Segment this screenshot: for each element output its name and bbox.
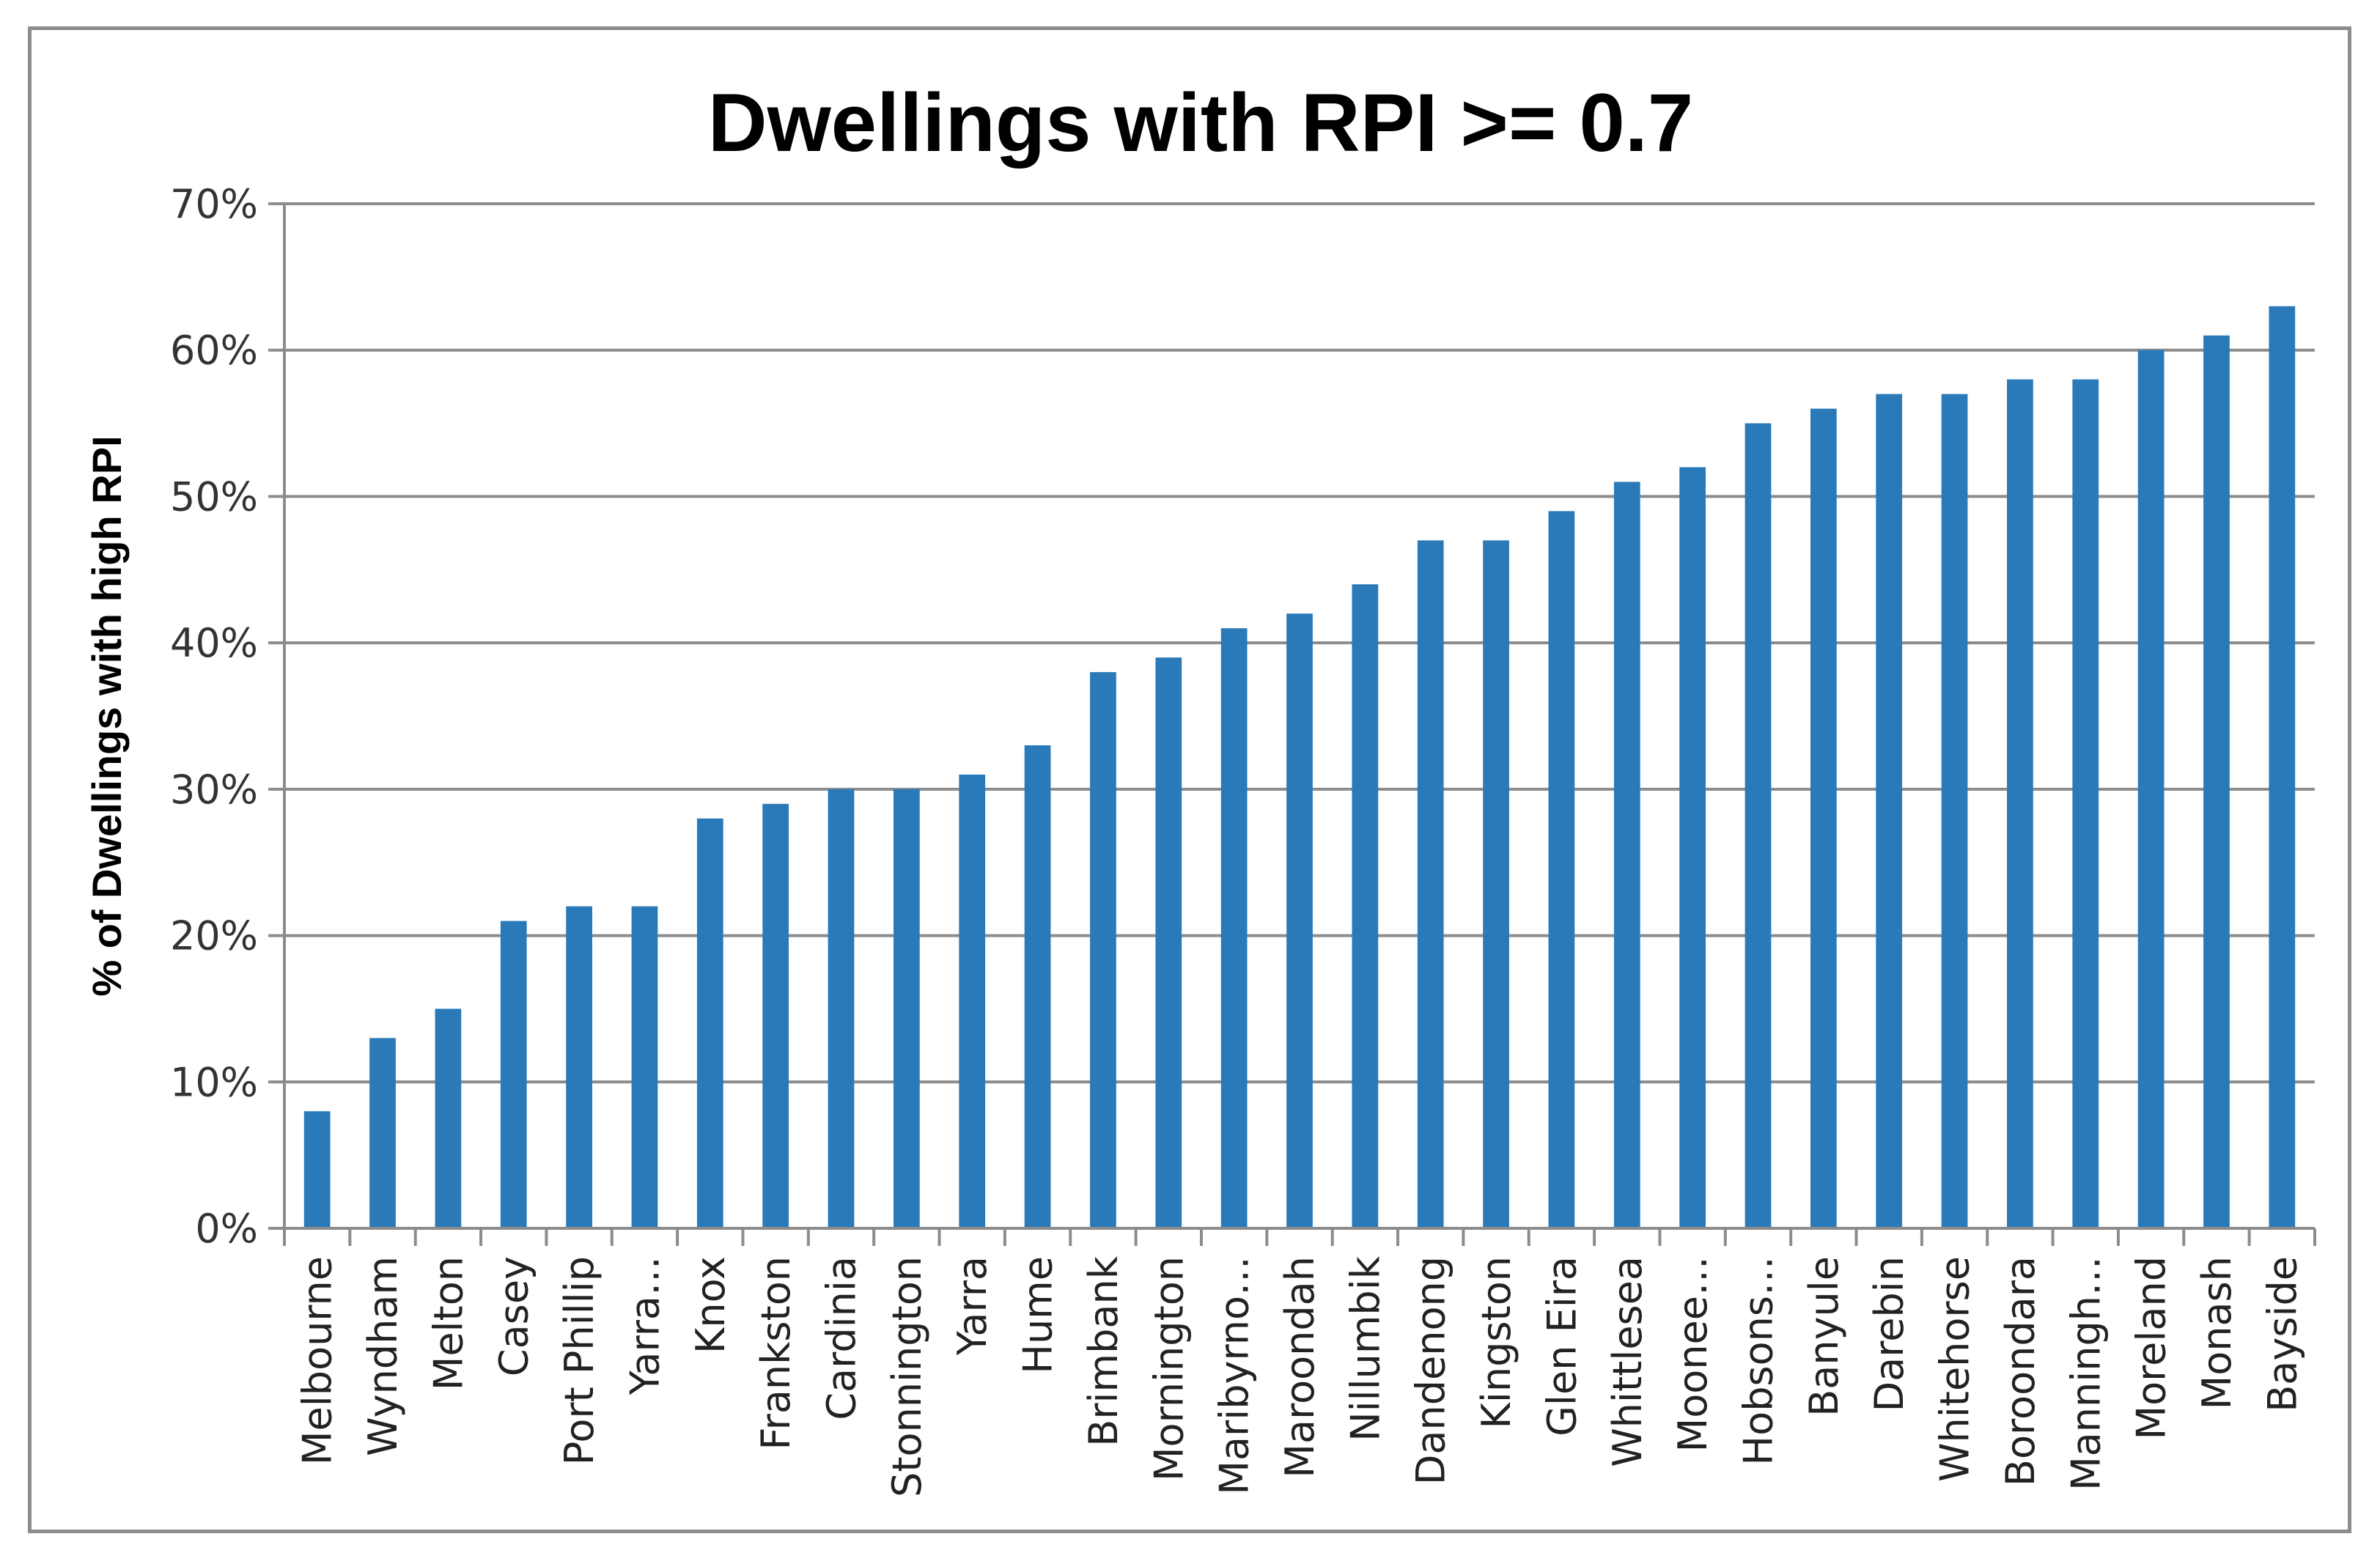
bar bbox=[1090, 672, 1116, 1228]
bar bbox=[1941, 394, 1968, 1228]
x-tick-label: Nillumbik bbox=[1342, 1255, 1388, 1442]
y-axis-label: % of Dwellings with high RPI bbox=[84, 435, 130, 996]
bar bbox=[762, 803, 789, 1228]
x-tick-label: Dandenong bbox=[1408, 1256, 1454, 1485]
x-tick-label: Stonnington bbox=[884, 1256, 930, 1497]
x-tick-label: Monash bbox=[2194, 1256, 2240, 1409]
x-tick-label: Banyule bbox=[1801, 1256, 1847, 1417]
bar bbox=[2269, 306, 2296, 1228]
x-tick-label: Hume bbox=[1015, 1256, 1061, 1374]
x-tick-label: Yarra bbox=[949, 1256, 995, 1356]
x-tick-label: Kingston bbox=[1473, 1256, 1519, 1429]
x-tick-label: Whitehorse bbox=[1932, 1256, 1978, 1482]
bars bbox=[303, 306, 2296, 1228]
bar bbox=[1613, 482, 1640, 1228]
chart-title: Dwellings with RPI >= 0.7 bbox=[708, 77, 1693, 169]
bar bbox=[1352, 584, 1379, 1228]
x-tick-label: Maroondah bbox=[1277, 1256, 1323, 1478]
x-tick-label: Manningh… bbox=[2063, 1256, 2109, 1491]
bar bbox=[1024, 745, 1051, 1228]
bar bbox=[369, 1038, 396, 1228]
bar bbox=[1745, 423, 1772, 1228]
y-tick-label: 10% bbox=[170, 1059, 258, 1105]
bar bbox=[2137, 350, 2165, 1228]
y-tick-label: 60% bbox=[170, 328, 258, 374]
bar bbox=[2203, 335, 2230, 1228]
bar bbox=[828, 789, 855, 1228]
bar bbox=[1220, 628, 1248, 1228]
bar bbox=[1417, 540, 1444, 1228]
x-tick-label: Maribyrno… bbox=[1212, 1256, 1258, 1495]
bar bbox=[1483, 540, 1509, 1228]
bar bbox=[2072, 379, 2099, 1228]
bar bbox=[1155, 657, 1182, 1228]
bar bbox=[500, 921, 527, 1228]
x-tick-label: Boroondara bbox=[1997, 1256, 2044, 1486]
bar bbox=[631, 906, 658, 1228]
x-tick-label: Port Phillip bbox=[556, 1256, 603, 1465]
x-tick-label: Melton bbox=[425, 1256, 471, 1390]
y-tick-label: 70% bbox=[170, 181, 258, 227]
bar bbox=[894, 789, 920, 1228]
x-tick-label: Knox bbox=[688, 1256, 734, 1354]
bar bbox=[303, 1111, 331, 1228]
bar bbox=[1548, 511, 1575, 1228]
bar bbox=[1679, 467, 1706, 1228]
bar bbox=[696, 818, 723, 1228]
x-axis-ticks: Melbourne Wyndham Melton Casey Port Phillip Y… bbox=[295, 1255, 2306, 1497]
x-tick-label: Darebin bbox=[1866, 1256, 1912, 1412]
chart-frame: Dwellings with RPI >= 0.7 0% 10% 20% 30% 40%… bbox=[28, 26, 2351, 1533]
bar-chart: Dwellings with RPI >= 0.7 0% 10% 20% 30% 40%… bbox=[84, 77, 2316, 1497]
x-tick-label: Bayside bbox=[2259, 1256, 2305, 1412]
bar bbox=[959, 774, 986, 1228]
y-tick-label: 40% bbox=[170, 620, 258, 666]
x-tick-label: Melbourne bbox=[295, 1256, 341, 1465]
x-tick-label: Casey bbox=[491, 1256, 537, 1376]
y-tick-label: 50% bbox=[170, 473, 258, 520]
x-tick-label: Glen Eira bbox=[1539, 1256, 1585, 1436]
x-tick-label: Moonee… bbox=[1670, 1256, 1716, 1452]
x-tick-label: Frankston bbox=[753, 1256, 799, 1450]
y-axis-ticks: 0% 10% 20% 30% 40% 50% 60% 70% bbox=[170, 181, 258, 1252]
bar bbox=[1876, 394, 1903, 1228]
x-tick-label: Moreland bbox=[2129, 1256, 2175, 1439]
x-tick-label: Mornington bbox=[1146, 1256, 1192, 1481]
bar bbox=[1286, 613, 1313, 1228]
x-tick-label: Whittlesea bbox=[1605, 1256, 1651, 1467]
y-tick-label: 30% bbox=[170, 767, 258, 813]
axes bbox=[283, 204, 2316, 1246]
x-tick-label: Brimbank bbox=[1080, 1255, 1127, 1446]
bar bbox=[2007, 379, 2033, 1228]
x-tick-label: Yarra… bbox=[622, 1256, 668, 1395]
bar bbox=[435, 1008, 462, 1228]
x-tick-label: Hobsons… bbox=[1735, 1256, 1781, 1465]
x-tick-label: Cardinia bbox=[819, 1256, 865, 1420]
bar bbox=[1810, 408, 1837, 1228]
x-tick-label: Wyndham bbox=[360, 1256, 406, 1456]
bar bbox=[566, 906, 592, 1228]
y-tick-label: 0% bbox=[195, 1206, 258, 1252]
y-tick-label: 20% bbox=[170, 913, 258, 959]
